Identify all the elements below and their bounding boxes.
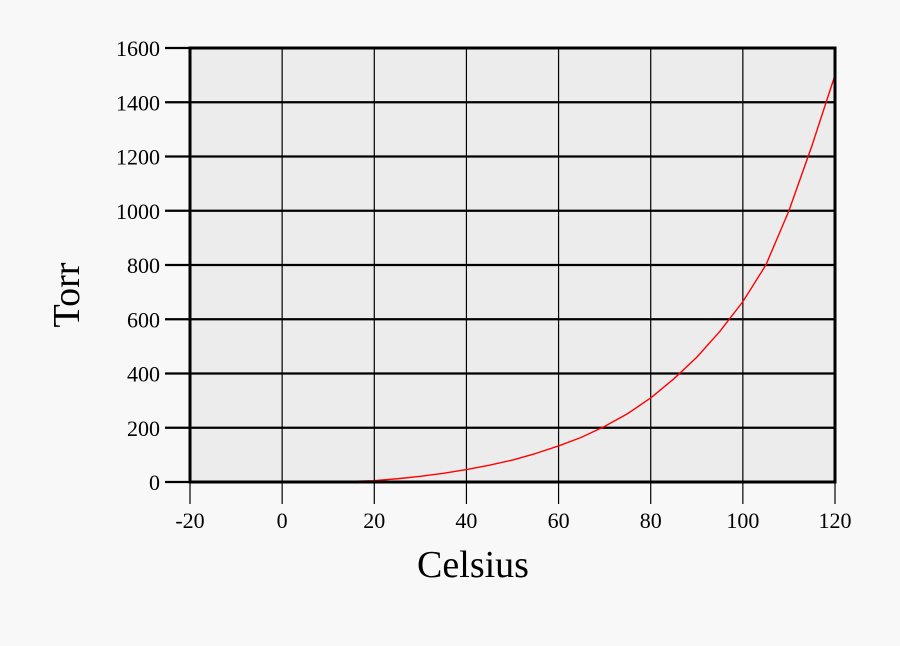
x-tick-label: 80 xyxy=(640,508,662,533)
y-tick-label: 0 xyxy=(149,470,160,495)
series-line-0 xyxy=(282,74,835,482)
x-tick-label: 20 xyxy=(363,508,385,533)
x-tick-label: 40 xyxy=(455,508,477,533)
grid xyxy=(190,48,835,482)
y-tick-label: 1200 xyxy=(116,145,160,170)
x-tick-label: 120 xyxy=(819,508,852,533)
y-tick-label: 1600 xyxy=(116,36,160,61)
y-tick-label: 800 xyxy=(127,253,160,278)
y-tick-label: 600 xyxy=(127,307,160,332)
y-axis: 0 200 400 600 800 1000 1200 1400 1600 xyxy=(116,36,190,495)
y-tick-label: 1000 xyxy=(116,199,160,224)
x-axis: -20 0 20 40 60 80 100 120 xyxy=(175,482,852,533)
y-tick-label: 200 xyxy=(127,416,160,441)
x-tick-label: -20 xyxy=(175,508,204,533)
y-axis-label: Torr xyxy=(46,262,88,327)
x-tick-label: 0 xyxy=(277,508,288,533)
y-tick-label: 400 xyxy=(127,362,160,387)
x-tick-label: 100 xyxy=(726,508,759,533)
x-axis-label: Celsius xyxy=(417,544,529,586)
series-layer xyxy=(282,74,835,482)
x-tick-label: 60 xyxy=(548,508,570,533)
y-tick-label: 1400 xyxy=(116,90,160,115)
